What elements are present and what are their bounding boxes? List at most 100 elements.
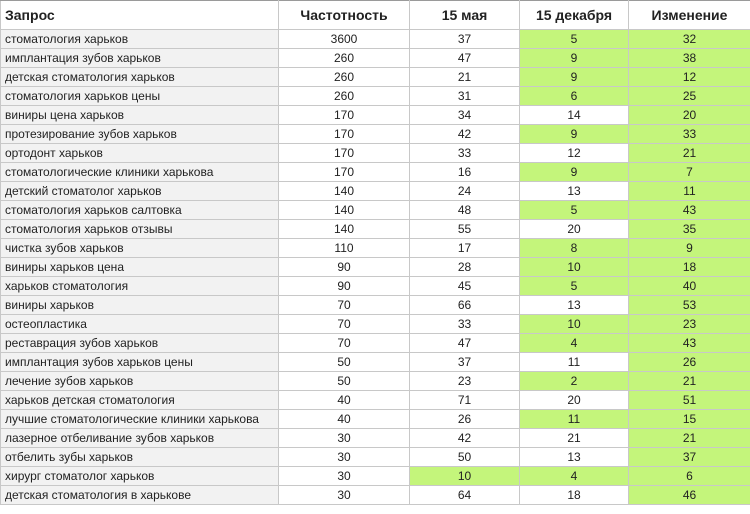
cell-december-15[interactable]: 20 — [519, 219, 629, 239]
cell-query[interactable]: лазерное отбеливание зубов харьков — [0, 428, 279, 448]
cell-change[interactable]: 12 — [628, 67, 750, 87]
cell-change[interactable]: 35 — [628, 219, 750, 239]
cell-may-15[interactable]: 37 — [409, 352, 520, 372]
cell-frequency[interactable]: 260 — [278, 86, 410, 106]
cell-frequency[interactable]: 40 — [278, 409, 410, 429]
cell-frequency[interactable]: 90 — [278, 257, 410, 277]
cell-change[interactable]: 20 — [628, 105, 750, 125]
cell-may-15[interactable]: 42 — [409, 124, 520, 144]
cell-frequency[interactable]: 110 — [278, 238, 410, 258]
cell-change[interactable]: 11 — [628, 181, 750, 201]
cell-frequency[interactable]: 140 — [278, 181, 410, 201]
cell-may-15[interactable]: 16 — [409, 162, 520, 182]
cell-may-15[interactable]: 26 — [409, 409, 520, 429]
cell-query[interactable]: виниры цена харьков — [0, 105, 279, 125]
cell-query[interactable]: реставрация зубов харьков — [0, 333, 279, 353]
cell-query[interactable]: стоматологические клиники харькова — [0, 162, 279, 182]
cell-december-15[interactable]: 4 — [519, 333, 629, 353]
cell-change[interactable]: 26 — [628, 352, 750, 372]
cell-query[interactable]: ортодонт харьков — [0, 143, 279, 163]
cell-frequency[interactable]: 260 — [278, 48, 410, 68]
cell-frequency[interactable]: 40 — [278, 390, 410, 410]
cell-query[interactable]: стоматология харьков — [0, 29, 279, 49]
cell-query[interactable]: лучшие стоматологические клиники харьков… — [0, 409, 279, 429]
cell-frequency[interactable]: 140 — [278, 219, 410, 239]
cell-may-15[interactable]: 37 — [409, 29, 520, 49]
cell-may-15[interactable]: 55 — [409, 219, 520, 239]
cell-december-15[interactable]: 13 — [519, 447, 629, 467]
cell-frequency[interactable]: 30 — [278, 466, 410, 486]
cell-frequency[interactable]: 170 — [278, 105, 410, 125]
cell-may-15[interactable]: 48 — [409, 200, 520, 220]
cell-query[interactable]: детская стоматология харьков — [0, 67, 279, 87]
cell-may-15[interactable]: 34 — [409, 105, 520, 125]
cell-query[interactable]: детская стоматология в харькове — [0, 485, 279, 505]
cell-frequency[interactable]: 170 — [278, 162, 410, 182]
cell-december-15[interactable]: 13 — [519, 181, 629, 201]
cell-query[interactable]: детский стоматолог харьков — [0, 181, 279, 201]
cell-change[interactable]: 33 — [628, 124, 750, 144]
cell-may-15[interactable]: 33 — [409, 314, 520, 334]
cell-query[interactable]: остеопластика — [0, 314, 279, 334]
cell-query[interactable]: имплантация зубов харьков — [0, 48, 279, 68]
cell-may-15[interactable]: 10 — [409, 466, 520, 486]
cell-change[interactable]: 40 — [628, 276, 750, 296]
cell-change[interactable]: 21 — [628, 428, 750, 448]
cell-december-15[interactable]: 11 — [519, 352, 629, 372]
cell-change[interactable]: 38 — [628, 48, 750, 68]
cell-may-15[interactable]: 33 — [409, 143, 520, 163]
cell-may-15[interactable]: 64 — [409, 485, 520, 505]
cell-query[interactable]: стоматология харьков салтовка — [0, 200, 279, 220]
cell-may-15[interactable]: 23 — [409, 371, 520, 391]
cell-query[interactable]: стоматология харьков отзывы — [0, 219, 279, 239]
cell-december-15[interactable]: 14 — [519, 105, 629, 125]
cell-frequency[interactable]: 30 — [278, 447, 410, 467]
cell-frequency[interactable]: 50 — [278, 352, 410, 372]
cell-december-15[interactable]: 9 — [519, 67, 629, 87]
cell-december-15[interactable]: 5 — [519, 276, 629, 296]
cell-query[interactable]: хирург стоматолог харьков — [0, 466, 279, 486]
cell-december-15[interactable]: 9 — [519, 48, 629, 68]
cell-change[interactable]: 6 — [628, 466, 750, 486]
cell-query[interactable]: отбелить зубы харьков — [0, 447, 279, 467]
cell-december-15[interactable]: 20 — [519, 390, 629, 410]
cell-frequency[interactable]: 170 — [278, 124, 410, 144]
header-december-15[interactable]: 15 декабря — [519, 0, 629, 30]
cell-may-15[interactable]: 17 — [409, 238, 520, 258]
cell-query[interactable]: стоматология харьков цены — [0, 86, 279, 106]
header-query[interactable]: Запрос — [0, 0, 279, 30]
cell-may-15[interactable]: 71 — [409, 390, 520, 410]
cell-december-15[interactable]: 12 — [519, 143, 629, 163]
cell-may-15[interactable]: 47 — [409, 48, 520, 68]
cell-december-15[interactable]: 9 — [519, 162, 629, 182]
cell-change[interactable]: 32 — [628, 29, 750, 49]
cell-change[interactable]: 25 — [628, 86, 750, 106]
cell-query[interactable]: виниры харьков цена — [0, 257, 279, 277]
cell-frequency[interactable]: 170 — [278, 143, 410, 163]
cell-change[interactable]: 43 — [628, 200, 750, 220]
cell-change[interactable]: 21 — [628, 371, 750, 391]
cell-change[interactable]: 9 — [628, 238, 750, 258]
cell-december-15[interactable]: 13 — [519, 295, 629, 315]
cell-december-15[interactable]: 5 — [519, 200, 629, 220]
cell-frequency[interactable]: 90 — [278, 276, 410, 296]
cell-may-15[interactable]: 42 — [409, 428, 520, 448]
cell-query[interactable]: чистка зубов харьков — [0, 238, 279, 258]
cell-december-15[interactable]: 10 — [519, 257, 629, 277]
cell-query[interactable]: имплантация зубов харьков цены — [0, 352, 279, 372]
cell-may-15[interactable]: 66 — [409, 295, 520, 315]
cell-december-15[interactable]: 5 — [519, 29, 629, 49]
cell-may-15[interactable]: 28 — [409, 257, 520, 277]
cell-change[interactable]: 23 — [628, 314, 750, 334]
cell-query[interactable]: харьков стоматология — [0, 276, 279, 296]
cell-frequency[interactable]: 50 — [278, 371, 410, 391]
cell-frequency[interactable]: 30 — [278, 428, 410, 448]
header-may-15[interactable]: 15 мая — [409, 0, 520, 30]
header-frequency[interactable]: Частотность — [278, 0, 410, 30]
cell-change[interactable]: 7 — [628, 162, 750, 182]
cell-may-15[interactable]: 45 — [409, 276, 520, 296]
cell-frequency[interactable]: 140 — [278, 200, 410, 220]
cell-change[interactable]: 15 — [628, 409, 750, 429]
cell-december-15[interactable]: 8 — [519, 238, 629, 258]
cell-change[interactable]: 18 — [628, 257, 750, 277]
